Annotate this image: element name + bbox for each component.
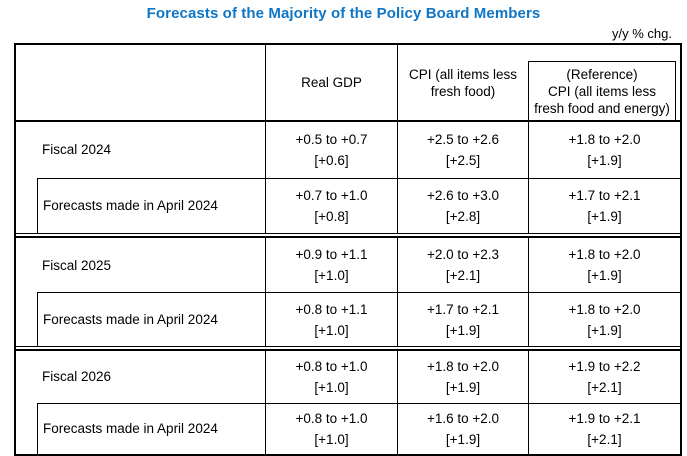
gdp-forecast-cell: +0.8 to +1.0 [+1.0] [265, 403, 397, 454]
table-row-april: Forecasts made in April 2024 +0.7 to +1.… [16, 177, 680, 234]
forecast-median: [+1.0] [314, 268, 349, 283]
forecast-median: [+2.1] [445, 268, 481, 283]
gdp-forecast-cell: +0.5 to +0.7 [+0.6] [265, 122, 397, 178]
reference-cpi-forecast-cell: +1.9 to +2.2 [+2.1] [528, 351, 680, 403]
reference-cpi-forecast-cell: +1.8 to +2.0 [+1.9] [528, 238, 680, 292]
group-fiscal-2026: Fiscal 2026 +0.8 to +1.0 [+1.0] +1.8 to … [16, 349, 680, 454]
page-title: Forecasts of the Majority of the Policy … [146, 5, 541, 22]
cpi-forecast-cell: +1.8 to +2.0 [+1.9] [397, 351, 528, 403]
table-header-row: Real GDP CPI (all items less fresh food)… [16, 45, 680, 122]
gdp-forecast-cell: +0.8 to +1.1 [+1.0] [265, 293, 397, 346]
forecast-range: +0.9 to +1.1 [295, 247, 368, 262]
table-row-april: Forecasts made in April 2024 +0.8 to +1.… [16, 292, 680, 346]
row-label: Forecasts made in April 2024 [43, 421, 218, 437]
header-reference-cell: (Reference) CPI (all items less fresh fo… [528, 45, 680, 120]
table-row: Fiscal 2024 +0.5 to +0.7 [+0.6] +2.5 to … [16, 122, 680, 178]
cpi-forecast-cell: +1.7 to +2.1 [+1.9] [397, 293, 528, 346]
forecast-range: +0.8 to +1.1 [295, 301, 368, 317]
forecast-range: +0.8 to +1.0 [295, 410, 368, 426]
reference-cpi-forecast-cell: +1.8 to +2.0 [+1.9] [528, 293, 680, 346]
forecast-range: +0.8 to +1.0 [295, 358, 368, 374]
reference-cpi-forecast-cell: +1.9 to +2.1 [+2.1] [528, 403, 680, 454]
reference-cpi-forecast-cell: +1.8 to +2.0 [+1.9] [528, 122, 680, 178]
forecast-range: +0.5 to +0.7 [295, 131, 368, 147]
forecast-range: +0.7 to +1.0 [295, 187, 368, 203]
cpi-forecast-cell: +2.6 to +3.0 [+2.8] [397, 178, 528, 233]
gdp-forecast-cell: +0.7 to +1.0 [+0.8] [265, 178, 397, 233]
forecast-range: +1.8 to +2.0 [568, 301, 641, 317]
forecast-range: +1.8 to +2.0 [568, 247, 641, 262]
indent-spacer [16, 292, 37, 346]
group-fiscal-2025: Fiscal 2025 +0.9 to +1.1 [+1.0] +2.0 to … [16, 236, 680, 347]
unit-note: y/y % chg. [612, 26, 672, 41]
forecast-median: [+1.0] [314, 431, 349, 447]
forecast-median: [+1.9] [587, 322, 622, 338]
row-label: Forecasts made in April 2024 [43, 312, 218, 327]
cpi-forecast-cell: +2.0 to +2.3 [+2.1] [397, 238, 528, 292]
gdp-forecast-cell: +0.9 to +1.1 [+1.0] [265, 238, 397, 292]
forecast-range: +2.0 to +2.3 [426, 247, 500, 262]
forecast-median: [+1.9] [445, 379, 481, 395]
row-label: Fiscal 2026 [42, 369, 112, 385]
forecast-range: +2.6 to +3.0 [426, 187, 500, 203]
forecast-median: [+0.8] [314, 208, 349, 224]
cpi-forecast-cell: +2.5 to +2.6 [+2.5] [397, 122, 528, 178]
forecast-range: +1.7 to +2.1 [568, 187, 641, 203]
row-label: Fiscal 2024 [42, 142, 112, 158]
nested-april-box: Forecasts made in April 2024 +0.8 to +1.… [37, 402, 680, 454]
forecast-median: [+2.5] [445, 152, 481, 168]
forecast-range: +2.5 to +2.6 [426, 131, 500, 147]
row-label: Fiscal 2025 [42, 257, 112, 273]
forecast-median: [+0.6] [314, 152, 349, 168]
forecast-median: [+1.0] [314, 322, 349, 338]
header-cpi: CPI (all items less fresh food) [397, 45, 528, 120]
table-row: Fiscal 2025 +0.9 to +1.1 [+1.0] +2.0 to … [16, 238, 680, 292]
forecast-median: [+1.9] [445, 431, 481, 447]
table-row-april: Forecasts made in April 2024 +0.8 to +1.… [16, 402, 680, 455]
nested-april-box: Forecasts made in April 2024 +0.7 to +1.… [37, 177, 680, 233]
cpi-forecast-cell: +1.6 to +2.0 [+1.9] [397, 403, 528, 454]
forecast-range: +1.6 to +2.0 [426, 410, 500, 426]
forecast-median: [+2.1] [587, 379, 622, 395]
forecast-median: [+1.9] [587, 268, 622, 283]
header-real-gdp: Real GDP [265, 45, 397, 120]
indent-spacer [16, 403, 37, 455]
forecast-range: +1.7 to +2.1 [426, 301, 500, 317]
forecast-median: [+1.0] [314, 379, 349, 395]
forecast-table: Real GDP CPI (all items less fresh food)… [14, 43, 682, 456]
header-empty-cell [16, 45, 265, 120]
group-fiscal-2024: Fiscal 2024 +0.5 to +0.7 [+0.6] +2.5 to … [16, 122, 680, 234]
forecast-range: +1.8 to +2.0 [568, 131, 641, 147]
forecast-range: +1.9 to +2.1 [568, 410, 641, 426]
nested-april-box: Forecasts made in April 2024 +0.8 to +1.… [37, 292, 680, 346]
forecast-range: +1.8 to +2.0 [426, 358, 500, 374]
forecast-median: [+2.8] [445, 208, 481, 224]
forecast-median: [+1.9] [587, 152, 622, 168]
gdp-forecast-cell: +0.8 to +1.0 [+1.0] [265, 351, 397, 403]
forecast-median: [+2.1] [587, 431, 622, 447]
reference-cpi-forecast-cell: +1.7 to +2.1 [+1.9] [528, 178, 680, 233]
forecast-median: [+1.9] [587, 208, 622, 224]
forecast-range: +1.9 to +2.2 [568, 358, 641, 374]
forecast-median: [+1.9] [445, 322, 481, 338]
row-label: Forecasts made in April 2024 [43, 198, 218, 214]
indent-spacer [16, 178, 37, 234]
header-reference-box: (Reference) CPI (all items less fresh fo… [528, 61, 676, 120]
table-row: Fiscal 2026 +0.8 to +1.0 [+1.0] +1.8 to … [16, 351, 680, 403]
